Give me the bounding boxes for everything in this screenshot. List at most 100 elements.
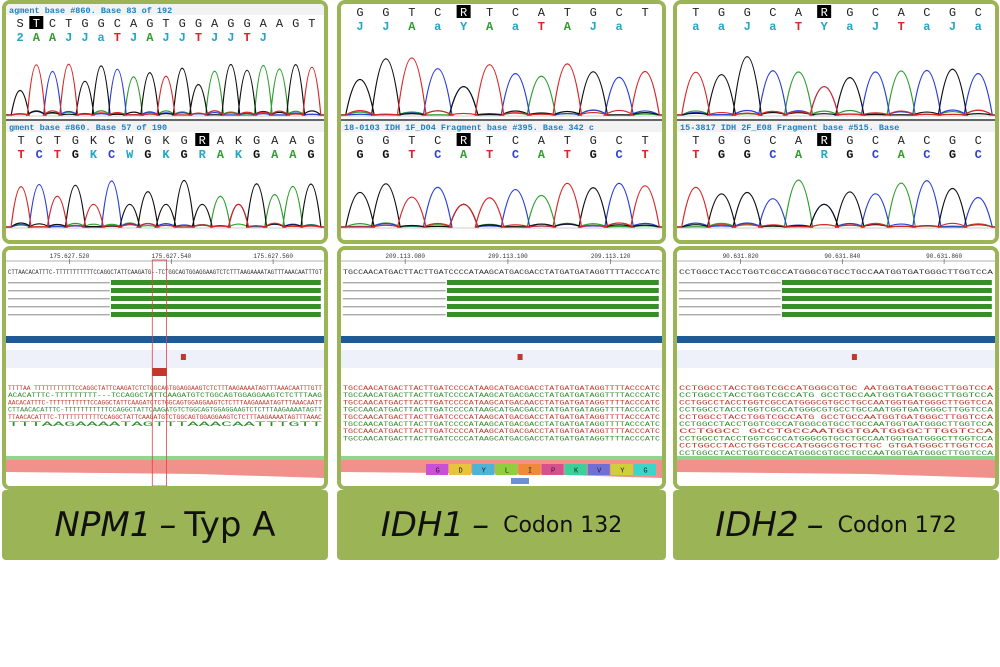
base-call: K <box>162 148 170 162</box>
base-call: T <box>692 148 699 162</box>
trace-header-text: 18-0103 IDH 1F_D04 Fragment base #395. B… <box>344 123 594 133</box>
coverage-band-green <box>6 456 324 460</box>
called-base-highlight <box>195 133 210 146</box>
base-call: A <box>795 148 803 162</box>
read-sequence: CCTGGCCTACCTGGTCGCCATG GCCTGCCAATGGTGATG… <box>679 392 994 399</box>
base-call: J <box>162 31 169 45</box>
called-base: G <box>227 17 234 31</box>
called-base: G <box>590 134 597 148</box>
called-base: T <box>486 6 493 20</box>
idh1-detail: Codon 132 <box>503 512 623 538</box>
amino-acid-letter: Y <box>482 468 487 476</box>
read-sequence: CCTGGCCTACCTGGTCGCCATGGGCGTGCCTGCCAATGGT… <box>679 407 994 414</box>
base-call: J <box>65 31 72 45</box>
called-base: R <box>460 6 467 20</box>
called-base: G <box>307 134 314 148</box>
read-sequence: CCTGGCCTACCTGGTCGCCATGGGCGTGCCTGCCAATGGT… <box>679 435 994 442</box>
called-base: G <box>179 17 186 31</box>
read-sequence: ACACATTTC-TTTTTTTTT---TCCAGGCTATTCAAGATG… <box>8 392 323 399</box>
read-gap-line <box>343 298 446 300</box>
ruler-tick-label: 209.113.100 <box>488 253 528 260</box>
coverage-band-green <box>677 456 995 460</box>
idh1-alignment-view: 209.113.080 209.113.100 209.113.120 TGCCAAC… <box>341 250 662 486</box>
read-gap-line <box>8 282 110 284</box>
base-call: G <box>846 148 853 162</box>
insertion-marker <box>152 368 167 376</box>
called-base: C <box>114 17 121 31</box>
base-call: R <box>199 148 207 162</box>
called-base: C <box>975 134 982 148</box>
aligned-read-bar <box>781 296 992 301</box>
called-base: G <box>949 6 956 20</box>
chromatogram-block: 18-0103 IDH 1F_D04 Fragment base #395. B… <box>341 121 662 229</box>
trace-header-bg <box>677 121 995 132</box>
read-gap-line <box>679 298 781 300</box>
read-gap-line <box>8 290 110 292</box>
base-call: a <box>98 31 105 45</box>
aligned-read-bar <box>781 288 992 293</box>
called-base: C <box>434 6 441 20</box>
called-base: C <box>49 17 56 31</box>
read-sequence: TTTTAA TTTTTTTTTTTCCAGGCTATTCAAGATCTCTGG… <box>8 385 322 392</box>
called-base: A <box>276 17 284 31</box>
base-call: J <box>872 20 879 34</box>
called-base: G <box>72 134 79 148</box>
called-base: G <box>949 134 956 148</box>
called-base: A <box>271 134 279 148</box>
base-call: J <box>590 20 597 34</box>
aligned-read-bar <box>446 296 659 301</box>
base-call: A <box>217 148 225 162</box>
amino-acid-letter: L <box>505 468 509 476</box>
base-call: T <box>898 20 905 34</box>
base-call: T <box>564 148 571 162</box>
read-sequence: TGCCAACATGACTTACTTGATCCCCATAAGCATGACGACC… <box>343 407 661 414</box>
aligned-read-bar <box>110 304 321 309</box>
npm1-gene-name: NPM1 <box>54 505 152 545</box>
called-base: K <box>90 134 98 148</box>
read-gap-line <box>679 306 781 308</box>
base-call: A <box>564 20 572 34</box>
called-base: A <box>130 17 138 31</box>
variant-track-bg <box>6 350 324 368</box>
called-base: A <box>260 17 268 31</box>
base-call: A <box>289 148 297 162</box>
called-base: A <box>538 6 546 20</box>
base-call: 2 <box>17 31 24 45</box>
coordinate-ruler: 175.627.520 175.627.540 175.627.560 <box>6 253 324 264</box>
called-base: G <box>846 134 853 148</box>
npm1-alignment-panel: 175.627.520 175.627.540 175.627.560 CTTAACA… <box>2 246 328 490</box>
amino-acid-cell <box>610 464 633 475</box>
called-base: T <box>564 6 571 20</box>
base-call: C <box>923 148 930 162</box>
called-base-highlight <box>456 5 471 18</box>
called-base: R <box>460 134 467 148</box>
called-base: G <box>744 134 751 148</box>
base-call: J <box>356 20 363 34</box>
called-base-highlight <box>817 5 832 18</box>
base-call: Y <box>821 20 829 34</box>
base-call: J <box>382 20 389 34</box>
read-gap-line <box>8 314 110 316</box>
amino-acid-cell <box>564 464 587 475</box>
read-sequence: CCTGGCCTACCTGGTCGCCATG GCCTGCCAATGGTGATG… <box>679 414 994 421</box>
base-call: a <box>923 20 930 34</box>
called-base: G <box>81 17 88 31</box>
coverage-band-green <box>341 456 662 460</box>
called-base: R <box>821 134 828 148</box>
read-sequence: AACACATTTC-TTTTTTTTTTTCCAGGCTATTCAAGATCT… <box>8 399 322 406</box>
reference-track-bar <box>6 336 324 343</box>
called-base: A <box>898 134 906 148</box>
called-base: G <box>243 17 250 31</box>
aligned-read-bar <box>781 304 992 309</box>
called-base: A <box>795 6 803 20</box>
base-call: J <box>949 20 956 34</box>
called-base: C <box>923 6 930 20</box>
base-call: A <box>486 20 494 34</box>
read-sequence: TGCCAACATGACTTACTTGATCCCCATAAGCATGACGACC… <box>343 414 661 421</box>
reference-sequence: CCTGGCCTACCTGGTCGCCATGGGCGTGCCTGCCAATGGT… <box>679 269 994 276</box>
read-sequence: TGCCAACATGACTTACTTGATCCCCATAAGCATGACGACC… <box>343 435 661 442</box>
idh1-alignment-panel: 209.113.080 209.113.100 209.113.120 TGCCAAC… <box>337 246 666 490</box>
called-base: C <box>872 134 879 148</box>
